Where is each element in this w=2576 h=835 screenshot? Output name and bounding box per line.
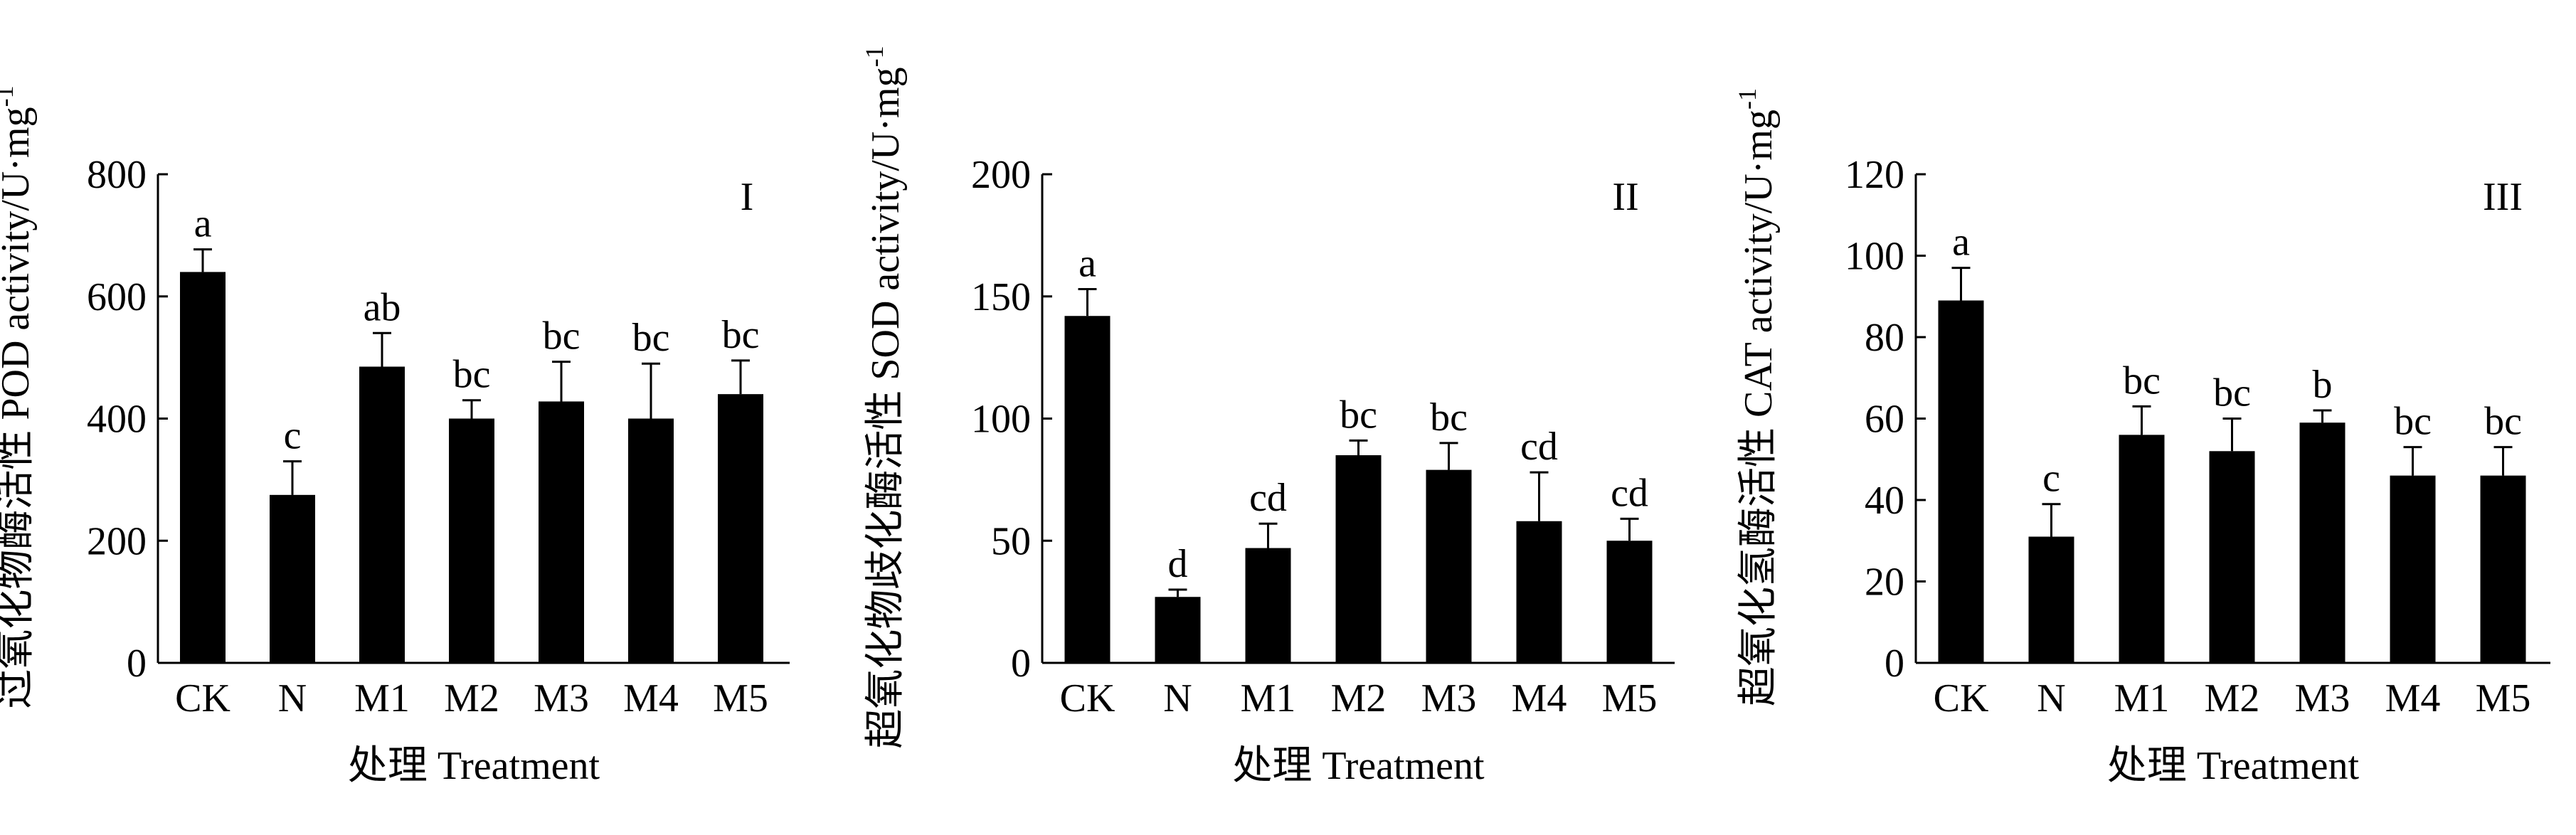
significance-letter: bc — [1430, 395, 1468, 440]
category-label: M4 — [2385, 676, 2441, 720]
bar-m4 — [628, 418, 674, 663]
significance-letter: bc — [2213, 371, 2251, 415]
bar-m4 — [1516, 521, 1562, 663]
bar-ck — [1938, 300, 1984, 663]
y-tick-label: 40 — [1865, 479, 1904, 523]
significance-letter: bc — [1340, 393, 1377, 437]
category-label: M5 — [2476, 676, 2531, 720]
x-axis-title: 处理 Treatment — [348, 744, 600, 788]
category-label: N — [2037, 676, 2065, 720]
y-tick-label: 200 — [87, 519, 147, 563]
category-label: M5 — [713, 676, 768, 720]
bar-m5 — [2480, 475, 2526, 663]
category-label: M3 — [1421, 676, 1477, 720]
significance-letter: c — [284, 414, 302, 458]
significance-letter: a — [194, 202, 212, 246]
bar-m1 — [359, 366, 405, 663]
category-label: CK — [1060, 676, 1115, 720]
y-tick-label: 600 — [87, 275, 147, 319]
bar-ck — [1064, 316, 1111, 663]
category-label: CK — [1934, 676, 1989, 720]
category-label: N — [1163, 676, 1192, 720]
significance-letter: cd — [1611, 471, 1648, 515]
bar-n — [270, 494, 315, 663]
chart-panel-1: 0 200 400 600 800 a CK c Nab M1 bc M2 bc M3 bc M4 bc M5 I 处… — [0, 85, 790, 788]
y-tick-label: 0 — [1885, 642, 1904, 686]
category-label: M2 — [2205, 676, 2260, 720]
category-label: M1 — [2114, 676, 2170, 720]
y-tick-label: 80 — [1865, 316, 1904, 360]
significance-letter: cd — [1520, 425, 1558, 469]
x-axis-title: 处理 Treatment — [2107, 744, 2360, 788]
bar-m3 — [1426, 469, 1472, 663]
category-label: M2 — [444, 676, 499, 720]
significance-letter: ab — [364, 285, 401, 329]
bar-m2 — [449, 418, 494, 663]
category-label: M1 — [1241, 676, 1296, 720]
panel-label: I — [741, 175, 754, 219]
y-tick-label: 400 — [87, 398, 147, 442]
bar-m2 — [2209, 451, 2255, 663]
bar-n — [2028, 536, 2074, 663]
panel-label: II — [1612, 175, 1638, 219]
y-axis-title: 过氧化物酶活性 POD activity/U·mg-1 — [0, 85, 38, 708]
significance-letter: bc — [2394, 400, 2432, 444]
y-axis-title: 超氧化物歧化酶活性 SOD activity/U·mg-1 — [860, 46, 908, 748]
bar-m1 — [2119, 435, 2165, 663]
bar-n — [1155, 597, 1201, 663]
chart-panel-3: 0 20 40 60 80 100 120 a CK c Nbc M1 bc M2 b M3 bc M4 bc M5 I… — [1733, 88, 2550, 788]
y-tick-label: 150 — [971, 275, 1031, 319]
bar-m5 — [718, 394, 763, 663]
significance-letter: cd — [1249, 476, 1287, 520]
x-axis-title: 处理 Treatment — [1232, 744, 1485, 788]
bar-m4 — [2390, 475, 2436, 663]
significance-letter: d — [1168, 542, 1188, 586]
y-tick-label: 200 — [971, 153, 1031, 197]
category-label: N — [278, 676, 307, 720]
y-axis-title: 超氧化氢酶活性 CAT activity/U·mg-1 — [1733, 88, 1781, 706]
significance-letter: bc — [632, 316, 670, 360]
category-label: M3 — [2295, 676, 2350, 720]
bar-m2 — [1335, 455, 1382, 663]
y-tick-label: 100 — [1845, 235, 1904, 279]
bar-m3 — [539, 401, 584, 663]
y-tick-label: 100 — [971, 398, 1031, 442]
bar-m1 — [1245, 548, 1291, 663]
category-label: M3 — [534, 676, 589, 720]
bar-m3 — [2299, 422, 2346, 663]
y-tick-label: 0 — [1011, 642, 1031, 686]
significance-letter: bc — [2484, 400, 2522, 444]
category-label: M1 — [354, 676, 410, 720]
significance-letter: a — [1078, 241, 1096, 285]
bar-m5 — [1606, 541, 1653, 663]
significance-letter: c — [2042, 457, 2060, 501]
category-label: CK — [175, 676, 230, 720]
category-label: M2 — [1331, 676, 1387, 720]
y-tick-label: 50 — [991, 519, 1031, 563]
category-label: M5 — [1602, 676, 1658, 720]
significance-letter: bc — [543, 314, 581, 358]
significance-letter: bc — [722, 313, 760, 357]
significance-letter: bc — [453, 353, 491, 397]
category-label: M4 — [623, 676, 679, 720]
panel-label: III — [2483, 175, 2523, 219]
significance-letter: b — [2313, 363, 2333, 407]
significance-letter: a — [1952, 220, 1970, 265]
y-tick-label: 20 — [1865, 560, 1904, 605]
y-tick-label: 0 — [127, 642, 147, 686]
y-tick-label: 60 — [1865, 398, 1904, 442]
y-tick-label: 800 — [87, 153, 147, 197]
significance-letter: bc — [2123, 358, 2161, 403]
chart-panel-2: 0 50 100 150 200 a CK d Ncd M1 bc M2 bc M3 cd M4 cd M5 II 处… — [860, 46, 1675, 788]
category-label: M4 — [1512, 676, 1567, 720]
y-tick-label: 120 — [1845, 153, 1904, 197]
bar-ck — [180, 272, 226, 663]
